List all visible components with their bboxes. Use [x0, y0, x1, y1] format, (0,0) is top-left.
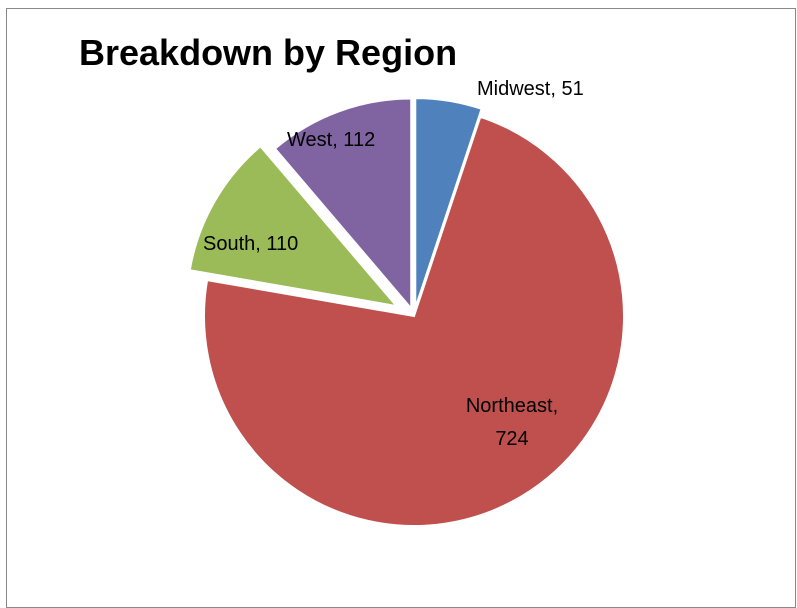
data-label-west: West, 112 [287, 129, 375, 151]
data-label-midwest: Midwest, 51 [477, 78, 584, 100]
pie-slice-northeast [203, 115, 625, 527]
data-label-south: South, 110 [203, 233, 298, 255]
chart-title: Breakdown by Region [79, 32, 457, 73]
data-label-northeast-line-1: Northeast, [466, 395, 558, 417]
pie-slice-midwest [414, 97, 483, 309]
pie-slice-west [273, 97, 413, 312]
data-label-northeast-line-2: 724 [495, 428, 528, 450]
pie-chart: Breakdown by Region Midwest, 51 Northeas… [79, 32, 625, 527]
pie-slice-south [188, 144, 400, 308]
